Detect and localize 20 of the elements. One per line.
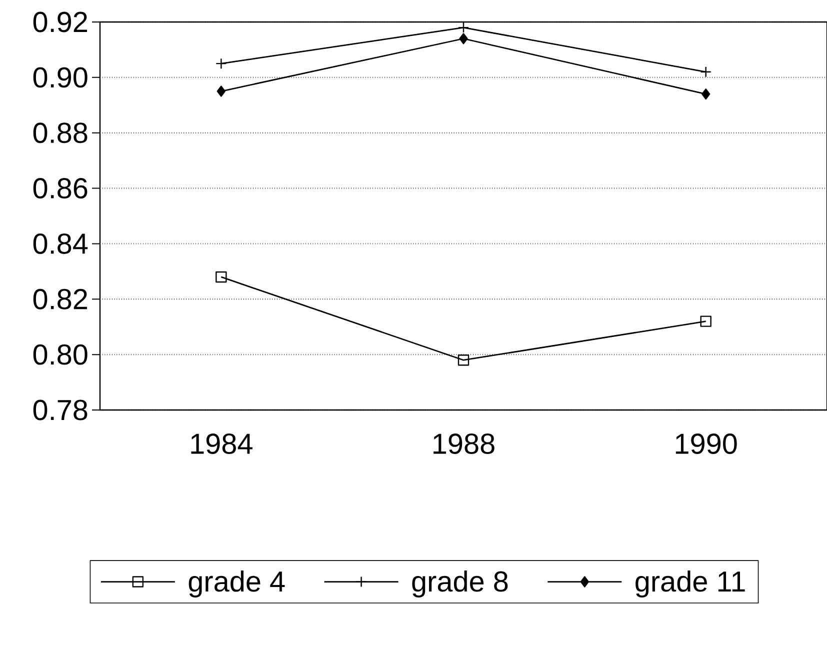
y-tick-label: 0.90 (33, 67, 88, 88)
point (216, 271, 227, 283)
legend-label: grade 8 (412, 570, 508, 598)
point (459, 33, 468, 44)
y-tick-label: 0.88 (33, 122, 88, 144)
y-tick-label: 0.82 (33, 288, 88, 310)
legend-label: grade 4 (188, 570, 285, 598)
legend-label: grade 11 (636, 570, 745, 598)
y-tick-label: 0.92 (33, 12, 88, 32)
y-tick-label: 0.78 (33, 400, 88, 420)
y-tick-label: 0.84 (33, 233, 88, 254)
x-tick-label: 1988 (434, 434, 494, 454)
point (216, 86, 226, 97)
x-tick-label: 1984 (191, 434, 252, 454)
point (458, 354, 470, 366)
y-tick-label: 0.86 (33, 178, 88, 199)
point (700, 316, 712, 327)
x-tick-label: 1990 (676, 434, 737, 454)
y-tick-label: 0.80 (33, 344, 88, 365)
point (701, 88, 710, 100)
